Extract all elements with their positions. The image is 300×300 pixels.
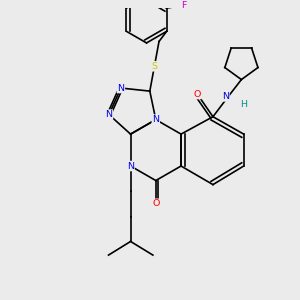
Text: N: N <box>127 161 134 170</box>
Text: F: F <box>181 1 187 10</box>
Text: N: N <box>117 83 124 92</box>
Text: O: O <box>152 199 160 208</box>
Text: N: N <box>106 110 112 119</box>
Text: O: O <box>194 90 201 99</box>
Text: S: S <box>152 62 158 71</box>
Text: N: N <box>222 92 229 101</box>
Text: N: N <box>152 115 159 124</box>
Text: H: H <box>240 100 247 109</box>
